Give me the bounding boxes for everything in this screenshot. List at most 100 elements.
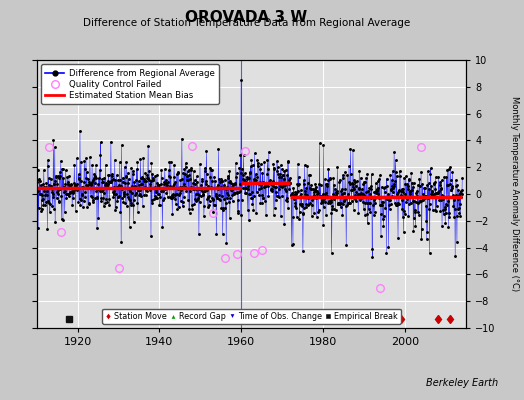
Point <box>456 213 465 219</box>
Point <box>92 162 100 168</box>
Point <box>314 209 322 215</box>
Point <box>341 196 350 202</box>
Point <box>181 184 190 190</box>
Point <box>414 212 423 219</box>
Point <box>237 77 245 83</box>
Point <box>440 211 448 217</box>
Point <box>444 166 453 172</box>
Point <box>199 192 208 198</box>
Point <box>397 193 405 200</box>
Point <box>121 200 129 206</box>
Point <box>422 236 431 242</box>
Point <box>109 176 117 182</box>
Point <box>324 176 332 183</box>
Point <box>265 179 274 186</box>
Point <box>277 184 286 190</box>
Point <box>243 206 252 213</box>
Point <box>435 196 443 203</box>
Point <box>104 172 113 178</box>
Point <box>398 214 407 220</box>
Point <box>384 244 392 250</box>
Point <box>140 176 148 182</box>
Point <box>388 182 396 189</box>
Point <box>432 207 440 214</box>
Point <box>357 195 365 201</box>
Point <box>418 191 427 197</box>
Point <box>360 179 368 186</box>
Point <box>187 165 195 172</box>
Point <box>450 197 458 203</box>
Point <box>246 163 255 170</box>
Point <box>374 185 383 191</box>
Point <box>294 161 302 168</box>
Point <box>321 191 330 198</box>
Point <box>331 207 340 214</box>
Point <box>407 200 415 206</box>
Point <box>52 174 60 180</box>
Point <box>33 186 41 193</box>
Point <box>285 186 293 192</box>
Point <box>390 149 398 155</box>
Point <box>139 203 147 209</box>
Point <box>333 201 342 208</box>
Point <box>129 219 138 225</box>
Point <box>350 177 358 183</box>
Point <box>37 182 45 188</box>
Point <box>451 206 459 212</box>
Point <box>99 195 107 201</box>
Point <box>391 157 400 163</box>
Point <box>172 170 181 177</box>
Point <box>203 186 211 193</box>
Point <box>220 184 228 190</box>
Point <box>376 211 385 217</box>
Point <box>54 198 63 204</box>
Point <box>188 205 196 212</box>
Point <box>155 182 163 188</box>
Point <box>46 201 54 207</box>
Point <box>360 192 368 198</box>
Point <box>188 202 196 208</box>
Point <box>379 223 388 229</box>
Point <box>217 178 226 185</box>
Point <box>253 189 261 195</box>
Point <box>241 169 249 176</box>
Point <box>352 198 361 205</box>
Point <box>140 185 149 192</box>
Point <box>323 200 332 206</box>
Point <box>355 167 364 174</box>
Point <box>84 182 92 188</box>
Point <box>104 178 112 184</box>
Point <box>201 165 209 171</box>
Point <box>242 190 250 196</box>
Point <box>285 177 293 183</box>
Point <box>348 180 356 186</box>
Point <box>158 197 167 203</box>
Point <box>215 176 224 182</box>
Point <box>82 182 91 188</box>
Point <box>84 175 92 182</box>
Point <box>402 180 411 187</box>
Point <box>359 206 368 212</box>
Point <box>205 202 213 208</box>
Point <box>297 202 305 209</box>
Point <box>372 189 380 196</box>
Point <box>191 191 200 197</box>
Point <box>172 201 180 207</box>
Point <box>315 194 323 200</box>
Point <box>266 181 275 188</box>
Point <box>309 191 318 198</box>
Point <box>322 183 331 189</box>
Point <box>67 181 75 188</box>
Point <box>402 199 410 206</box>
Point <box>236 188 244 194</box>
Point <box>49 190 57 197</box>
Point <box>389 189 398 195</box>
Point <box>371 194 379 201</box>
Point <box>285 180 293 187</box>
Point <box>319 222 328 228</box>
Point <box>450 214 458 220</box>
Point <box>357 190 366 196</box>
Point <box>293 188 302 194</box>
Point <box>319 191 327 197</box>
Point <box>143 187 151 194</box>
